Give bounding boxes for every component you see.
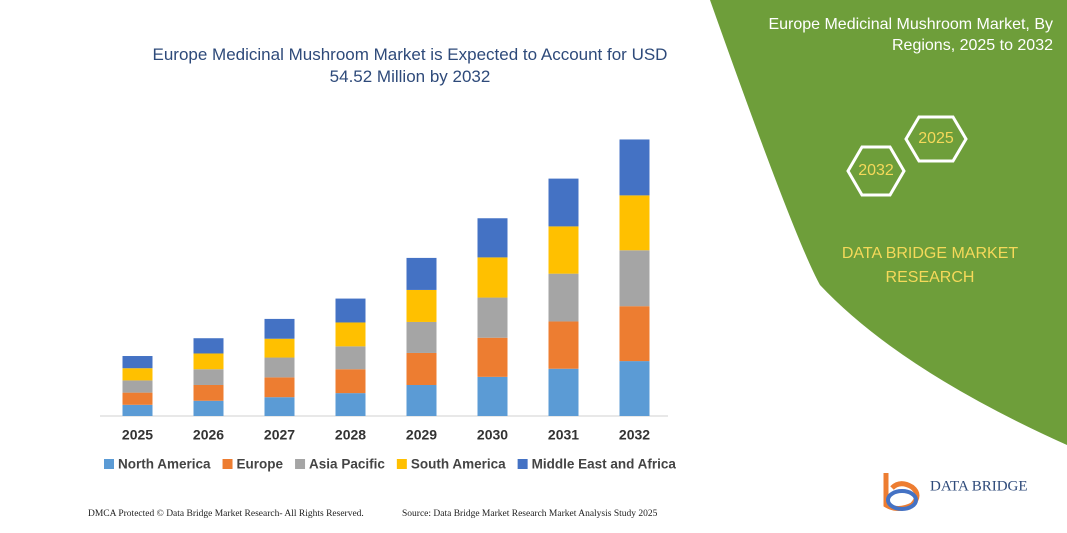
hexagon [846, 145, 906, 197]
hex-year: 2032 [858, 162, 894, 179]
x-tick-label: 2032 [619, 427, 650, 443]
bar-segment [619, 250, 650, 307]
legend-swatch [104, 459, 114, 469]
bar-segment [548, 178, 579, 227]
bar-segment [406, 321, 437, 353]
bar-segment [264, 397, 295, 416]
legend-label: Middle East and Africa [532, 457, 677, 472]
x-tick-label: 2027 [264, 427, 295, 443]
bar-segment [406, 352, 437, 385]
legend-swatch [222, 459, 233, 469]
bar-segment [477, 376, 508, 416]
panel-brand: DATA BRIDGE MARKET RESEARCH [841, 245, 1019, 286]
bar-segment [619, 139, 650, 196]
legend-label: Asia Pacific [309, 457, 385, 472]
bar-segment [477, 337, 508, 377]
x-tick-label: 2031 [548, 427, 579, 443]
legend-label: North America [118, 457, 211, 472]
legend-swatch [517, 459, 528, 469]
hexagon [904, 115, 968, 163]
bar-segment [335, 322, 366, 347]
bar-segment [193, 338, 224, 354]
legend-swatch [295, 459, 306, 469]
x-tick-label: 2028 [335, 427, 366, 443]
bar-segment [477, 218, 508, 258]
bar-segment [193, 384, 224, 401]
logo-text: DATA BRIDGE [930, 478, 1028, 494]
bar-segment [193, 369, 224, 385]
legend-label: South America [411, 457, 506, 472]
bar-segment [335, 393, 366, 416]
hex-year: 2025 [918, 130, 954, 147]
footer-text: Source: Data Bridge Market Research Mark… [402, 509, 658, 519]
legend-swatch [396, 459, 407, 469]
x-tick-label: 2029 [406, 427, 437, 443]
logo-icon [886, 489, 918, 511]
bar-segment [335, 369, 366, 394]
green-panel [710, 0, 1067, 445]
bar-segment [335, 346, 366, 370]
bar-segment [122, 392, 153, 405]
bar-segment [619, 361, 650, 416]
bar-segment [548, 321, 579, 369]
bar-segment [122, 380, 153, 393]
bar-segment [477, 297, 508, 338]
x-tick-label: 2030 [477, 427, 508, 443]
bar-segment [548, 226, 579, 274]
legend-label: Europe [237, 457, 284, 472]
bar-segment [264, 357, 295, 378]
bar-segment [619, 195, 650, 251]
bar-segment [406, 289, 437, 322]
bar-segment [406, 384, 437, 416]
panel-title: Europe Medicinal Mushroom Market, By Reg… [768, 16, 1053, 54]
x-tick-label: 2026 [193, 427, 224, 443]
bar-segment [264, 377, 295, 398]
bar-segment [335, 298, 366, 323]
bar-segment [477, 257, 508, 298]
bar-segment [193, 400, 224, 416]
bar-segment [548, 368, 579, 416]
bar-segment [264, 318, 295, 339]
bar-segment [193, 353, 224, 370]
x-tick-label: 2025 [122, 427, 153, 443]
bar-segment [122, 368, 153, 381]
footer-text: DMCA Protected © Data Bridge Market Rese… [88, 508, 364, 519]
bar-segment [264, 338, 295, 358]
bar-segment [619, 306, 650, 362]
bar-segment [406, 257, 437, 290]
chart-title: Europe Medicinal Mushroom Market is Expe… [152, 45, 668, 86]
bar-segment [122, 404, 153, 416]
bar-segment [548, 273, 579, 322]
bar-segment [122, 356, 153, 369]
